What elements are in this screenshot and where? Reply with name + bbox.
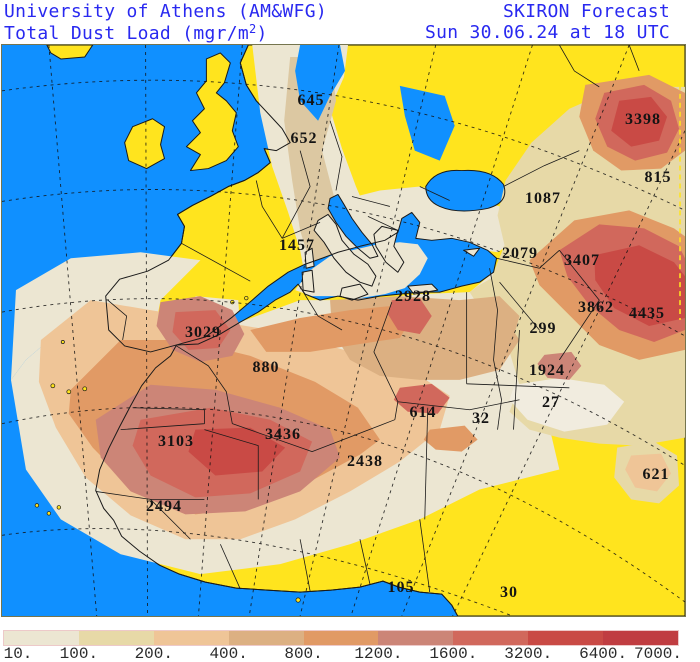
dust-map: 645 652 3398 815 1087 1457 2079 3407 2928 3862 443… bbox=[1, 44, 686, 617]
baltic-east bbox=[399, 85, 455, 161]
land-sardinia bbox=[301, 269, 315, 293]
colorbar-tick: 1200. bbox=[354, 645, 403, 662]
land-corsica bbox=[304, 247, 315, 269]
colorbar-segment bbox=[78, 631, 154, 645]
colorbar-segment bbox=[4, 631, 79, 645]
land-crete bbox=[407, 283, 439, 295]
colorbar-tick: 6400. bbox=[579, 645, 628, 662]
header-product: Total Dust Load (mgr/m2) bbox=[4, 22, 268, 44]
colorbar-segment bbox=[303, 631, 379, 645]
colorbar-tick: 3200. bbox=[504, 645, 553, 662]
land-ireland bbox=[124, 118, 166, 170]
colorbar-tick: 1600. bbox=[429, 645, 478, 662]
colorbar-tick: 800. bbox=[284, 645, 323, 662]
graticule bbox=[2, 45, 685, 616]
colorbar-ticks: 10. 100. 200. 400. 800. 1200. 1600. 3200. 6400. 7… bbox=[0, 645, 700, 662]
islands bbox=[34, 295, 301, 603]
black-sea bbox=[425, 170, 505, 211]
colorbar-segment bbox=[603, 631, 679, 645]
header: University of Athens (AM&WFG) SKIRON For… bbox=[0, 0, 700, 44]
map-canvas bbox=[2, 45, 685, 616]
country-borders bbox=[95, 45, 640, 593]
adriatic-sea bbox=[328, 194, 378, 259]
header-model: SKIRON Forecast bbox=[502, 1, 670, 22]
land-cyprus bbox=[463, 247, 481, 257]
land-great-britain bbox=[185, 52, 239, 172]
colorbar-tick: 7000. bbox=[633, 645, 683, 662]
header-valid-time: Sun 30.06.24 at 18 UTC bbox=[424, 22, 670, 43]
colorbar-tick: 400. bbox=[209, 645, 248, 662]
colorbar-segment bbox=[528, 631, 604, 645]
colorbar bbox=[4, 631, 679, 645]
land-sicily bbox=[339, 283, 369, 301]
land-iceland bbox=[46, 45, 94, 60]
colorbar-tick: 10. bbox=[3, 645, 33, 662]
colorbar-segment bbox=[153, 631, 229, 645]
baltic-sea bbox=[295, 45, 345, 121]
colorbar-segment bbox=[228, 631, 304, 645]
coastlines bbox=[95, 45, 506, 616]
header-org: University of Athens (AM&WFG) bbox=[4, 1, 327, 22]
colorbar-tick: 100. bbox=[59, 645, 99, 662]
colorbar-segment bbox=[378, 631, 454, 645]
land-greece bbox=[373, 225, 405, 273]
colorbar-segment bbox=[453, 631, 529, 645]
colorbar-tick: 200. bbox=[134, 645, 173, 662]
